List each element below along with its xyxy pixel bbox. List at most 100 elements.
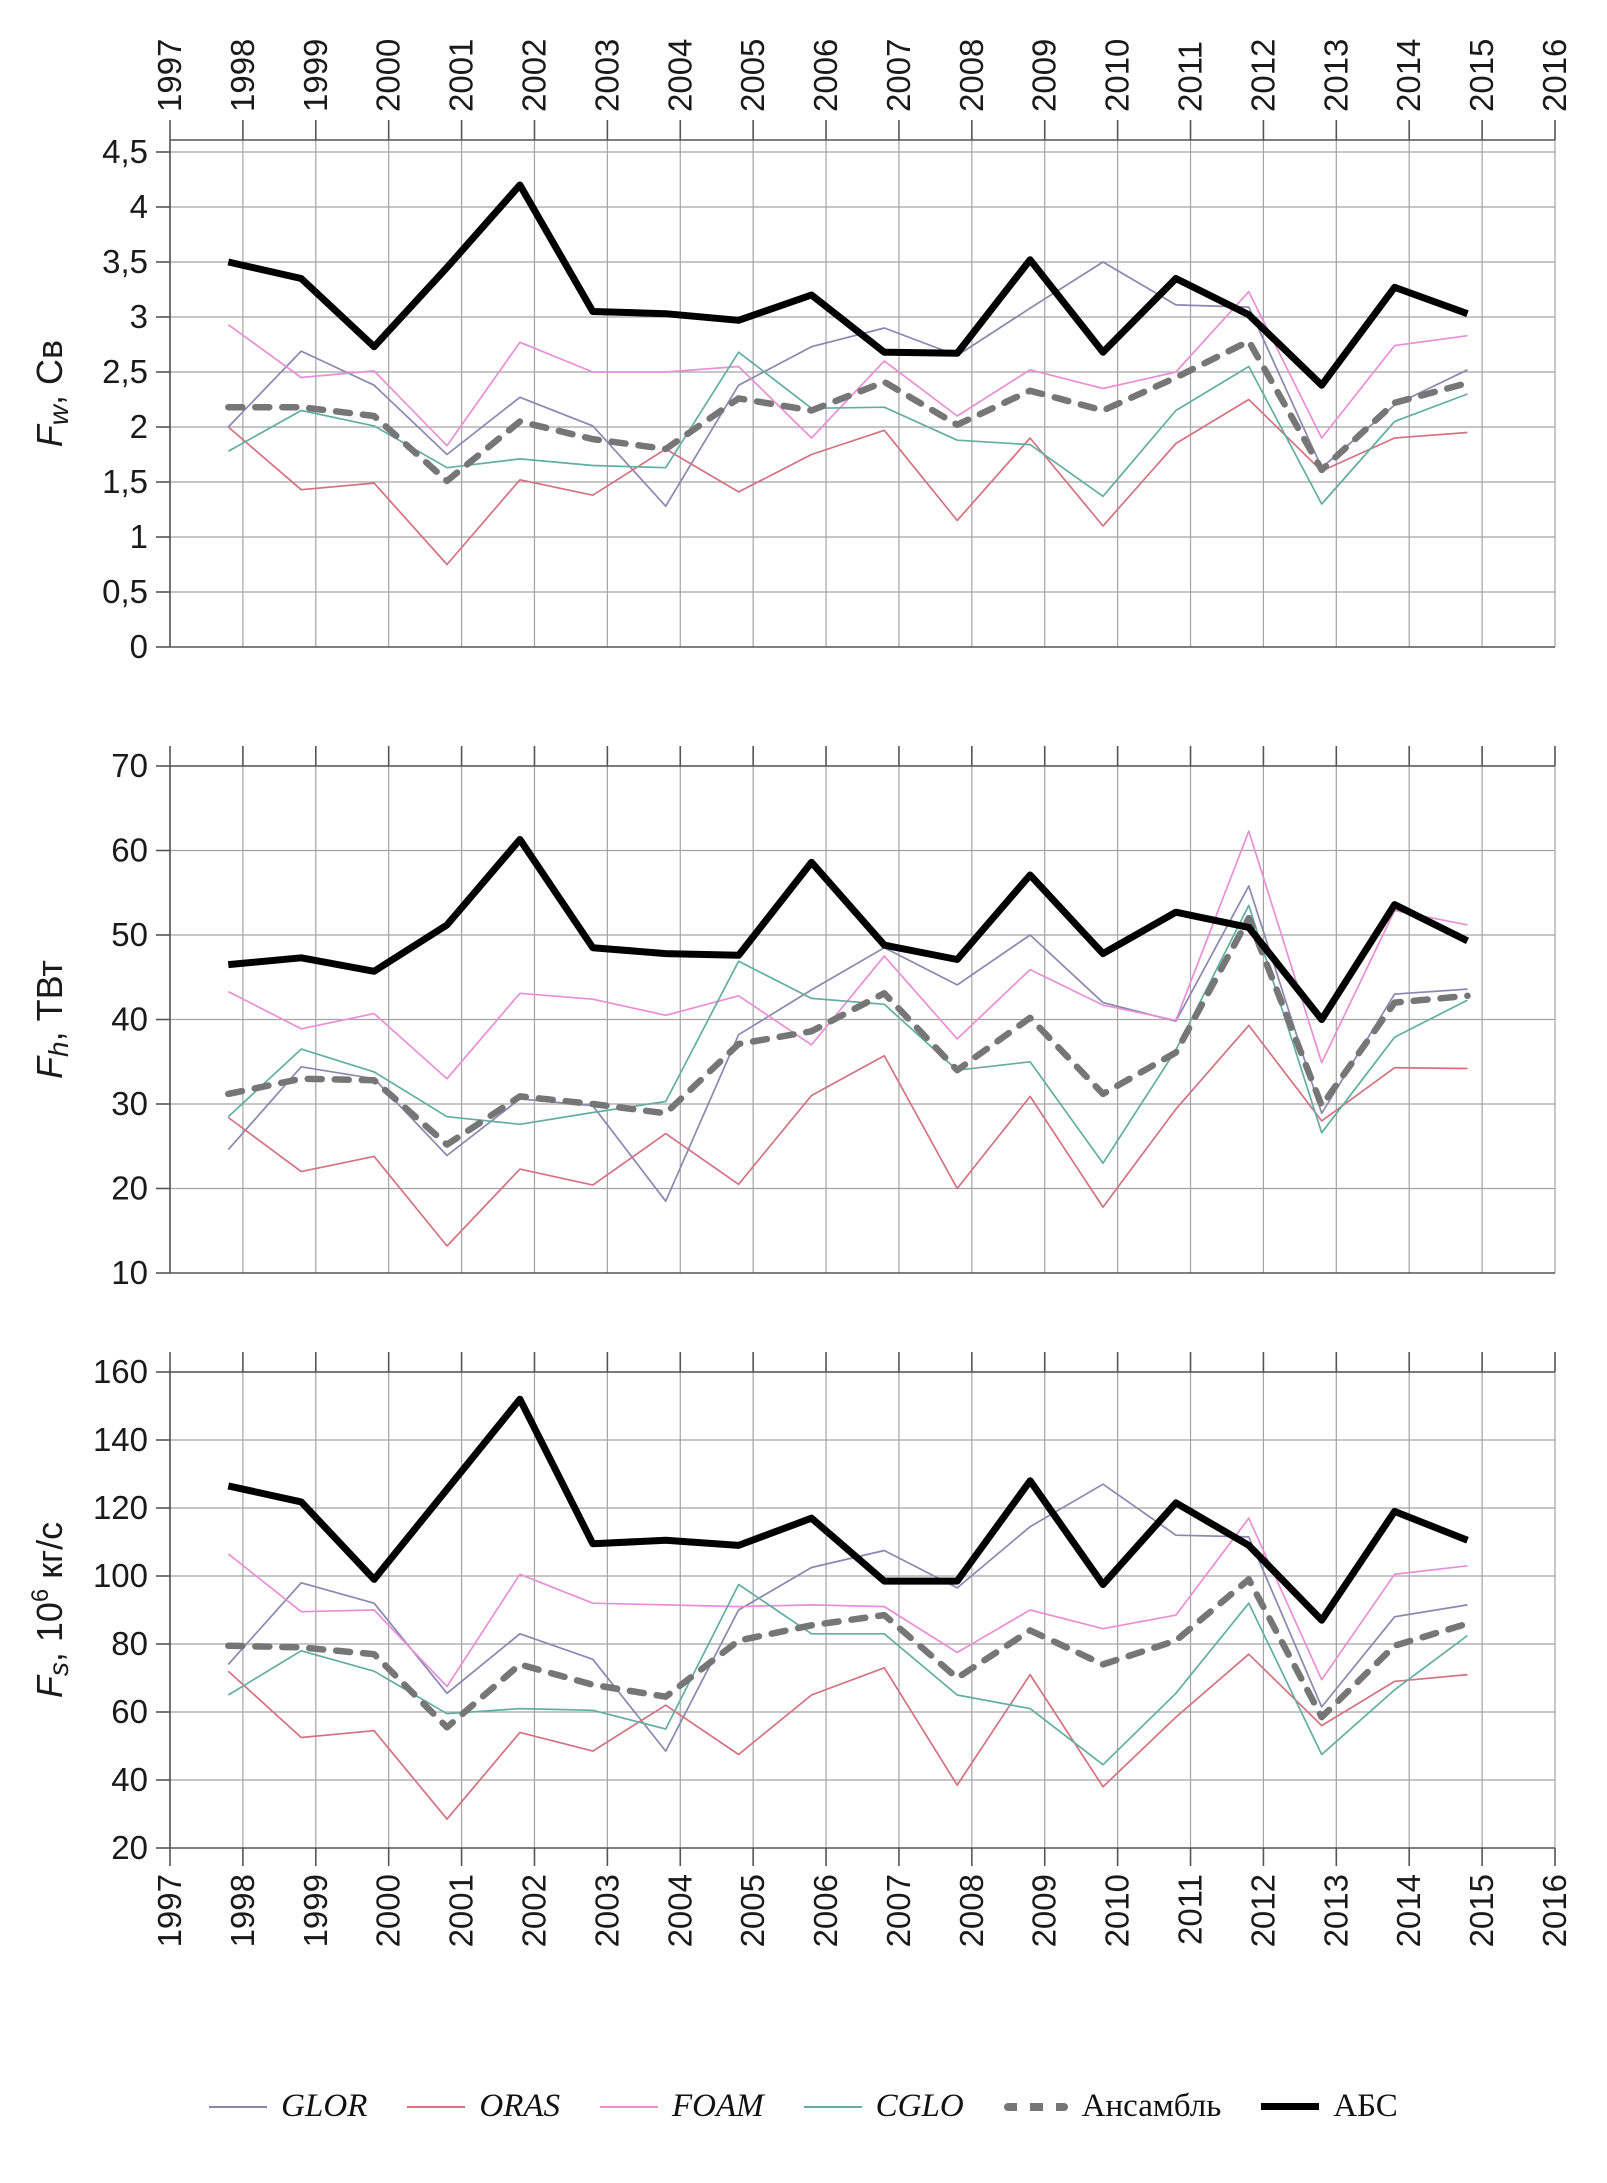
x-tick-label-top: 1997 bbox=[151, 39, 188, 112]
series-line-CGLO-top bbox=[227, 351, 1468, 505]
y-tick-label: 60 bbox=[111, 832, 148, 869]
legend-item-cglo: CGLO bbox=[803, 2088, 964, 2125]
x-tick-label-bottom: 2012 bbox=[1244, 1874, 1281, 1947]
y-tick-label: 100 bbox=[93, 1557, 148, 1594]
legend-item-abs: АБС bbox=[1261, 2088, 1398, 2125]
series-line-АБС-bottom bbox=[227, 1395, 1469, 1624]
x-tick-label-top: 2016 bbox=[1536, 39, 1573, 112]
legend-label-glor: GLOR bbox=[281, 2088, 368, 2124]
series-line-АБС-middle bbox=[227, 836, 1470, 1023]
legend-label-foam: FOAM bbox=[672, 2088, 764, 2124]
x-tick-label-bottom: 1998 bbox=[224, 1874, 261, 1947]
y-tick-label: 0,5 bbox=[102, 573, 148, 610]
y-tick-label: 70 bbox=[111, 747, 148, 784]
x-tick-label-top: 2001 bbox=[443, 39, 480, 112]
y-tick-label: 2,5 bbox=[102, 353, 148, 390]
x-tick-label-top: 2013 bbox=[1317, 39, 1354, 112]
x-tick-label-top: 1999 bbox=[297, 39, 334, 112]
legend-label-oras: ORAS bbox=[479, 2088, 561, 2124]
y-tick-label: 60 bbox=[111, 1693, 148, 1730]
glor-line-swatch bbox=[209, 2105, 268, 2108]
y-tick-label: 80 bbox=[111, 1625, 148, 1662]
x-tick-label-top: 2008 bbox=[953, 39, 990, 112]
x-tick-label-bottom: 2010 bbox=[1099, 1874, 1136, 1947]
legend-label-cglo: CGLO bbox=[875, 2088, 964, 2124]
legend-item-oras: ORAS bbox=[407, 2088, 560, 2125]
y-axis-title-bottom: Fs​, 106​ кг/с bbox=[27, 1522, 74, 1698]
x-tick-label-top: 2003 bbox=[588, 39, 625, 112]
y-tick-label: 50 bbox=[111, 916, 148, 953]
legend-item-ensemble: Ансамбль bbox=[1003, 2088, 1222, 2125]
series-line-Ансамбль-top bbox=[225, 337, 1471, 485]
x-tick-label-top: 2006 bbox=[807, 39, 844, 112]
x-tick-label-bottom: 2011 bbox=[1172, 1874, 1209, 1945]
x-tick-label-bottom: 1997 bbox=[151, 1874, 188, 1947]
y-tick-label: 1 bbox=[130, 518, 148, 555]
y-tick-label: 20 bbox=[111, 1829, 148, 1866]
x-tick-label-bottom: 2000 bbox=[370, 1874, 407, 1947]
y-tick-label: 160 bbox=[93, 1353, 148, 1390]
x-tick-label-top: 1998 bbox=[224, 39, 261, 112]
legend-label-ensemble: Ансамбль bbox=[1081, 2088, 1222, 2124]
y-tick-label: 3,5 bbox=[102, 243, 148, 280]
y-tick-label: 1,5 bbox=[102, 463, 148, 500]
x-tick-label-top: 2005 bbox=[734, 39, 771, 112]
x-tick-label-bottom: 2008 bbox=[953, 1874, 990, 1947]
series-line-АБС-top bbox=[227, 181, 1469, 389]
x-tick-label-top: 2007 bbox=[880, 39, 917, 112]
y-tick-label: 20 bbox=[111, 1170, 148, 1207]
foam-line-swatch bbox=[600, 2105, 659, 2108]
x-tick-label-top: 2010 bbox=[1099, 39, 1136, 112]
y-tick-label: 0 bbox=[130, 628, 148, 665]
y-tick-label: 30 bbox=[111, 1085, 148, 1122]
series-line-Ансамбль-bottom bbox=[225, 1576, 1471, 1731]
x-tick-label-top: 2015 bbox=[1463, 39, 1500, 112]
y-tick-label: 3 bbox=[130, 298, 148, 335]
x-tick-label-bottom: 2003 bbox=[588, 1874, 625, 1947]
series-line-Ансамбль-middle bbox=[225, 914, 1471, 1148]
series-line-ORAS-middle bbox=[227, 1024, 1468, 1247]
y-axis-title-middle: Fh​, ТВт bbox=[29, 960, 74, 1079]
x-tick-label-bottom: 2006 bbox=[807, 1874, 844, 1947]
x-tick-label-top: 2000 bbox=[370, 39, 407, 112]
x-tick-label-bottom: 2005 bbox=[734, 1874, 771, 1947]
x-tick-label-bottom: 1999 bbox=[297, 1874, 334, 1947]
y-tick-label: 140 bbox=[93, 1421, 148, 1458]
x-tick-label-bottom: 2009 bbox=[1026, 1874, 1063, 1947]
y-tick-label: 40 bbox=[111, 1761, 148, 1798]
y-tick-label: 10 bbox=[111, 1254, 148, 1291]
ensemble-dashed-line-swatch bbox=[1003, 2102, 1068, 2111]
y-tick-label: 40 bbox=[111, 1001, 148, 1038]
series-line-FOAM-middle bbox=[227, 830, 1468, 1080]
x-tick-label-top: 2004 bbox=[661, 39, 698, 112]
x-tick-label-bottom: 2015 bbox=[1463, 1874, 1500, 1947]
x-tick-label-bottom: 2002 bbox=[515, 1874, 552, 1947]
x-tick-label-top: 2014 bbox=[1390, 39, 1427, 112]
y-tick-label: 2 bbox=[130, 408, 148, 445]
legend: GLOR ORAS FOAM CGLO Ансамбль АБС bbox=[0, 2088, 1607, 2125]
abs-line-swatch bbox=[1261, 2103, 1320, 2110]
series-line-ORAS-bottom bbox=[227, 1653, 1468, 1820]
series-line-FOAM-bottom bbox=[227, 1517, 1468, 1688]
y-axis-title-top: Fw​, Св bbox=[29, 340, 74, 447]
legend-item-glor: GLOR bbox=[209, 2088, 367, 2125]
x-tick-label-bottom: 2001 bbox=[443, 1874, 480, 1947]
y-tick-label: 120 bbox=[93, 1489, 148, 1526]
x-tick-label-top: 2012 bbox=[1244, 39, 1281, 112]
oras-line-swatch bbox=[407, 2105, 466, 2108]
x-tick-label-bottom: 2016 bbox=[1536, 1874, 1573, 1947]
series-line-GLOR-top bbox=[227, 261, 1468, 508]
x-tick-label-bottom: 2004 bbox=[661, 1874, 698, 1947]
series-line-GLOR-middle bbox=[227, 885, 1468, 1203]
y-tick-label: 4,5 bbox=[102, 133, 148, 170]
legend-label-abs: АБС bbox=[1333, 2088, 1398, 2124]
x-tick-label-bottom: 2013 bbox=[1317, 1874, 1354, 1947]
series-line-ORAS-top bbox=[227, 398, 1468, 566]
series-line-CGLO-bottom bbox=[227, 1583, 1469, 1766]
legend-item-foam: FOAM bbox=[600, 2088, 764, 2125]
x-tick-label-top: 2002 bbox=[515, 39, 552, 112]
x-tick-label-top: 2011 bbox=[1172, 41, 1209, 112]
series-line-GLOR-bottom bbox=[227, 1483, 1468, 1752]
